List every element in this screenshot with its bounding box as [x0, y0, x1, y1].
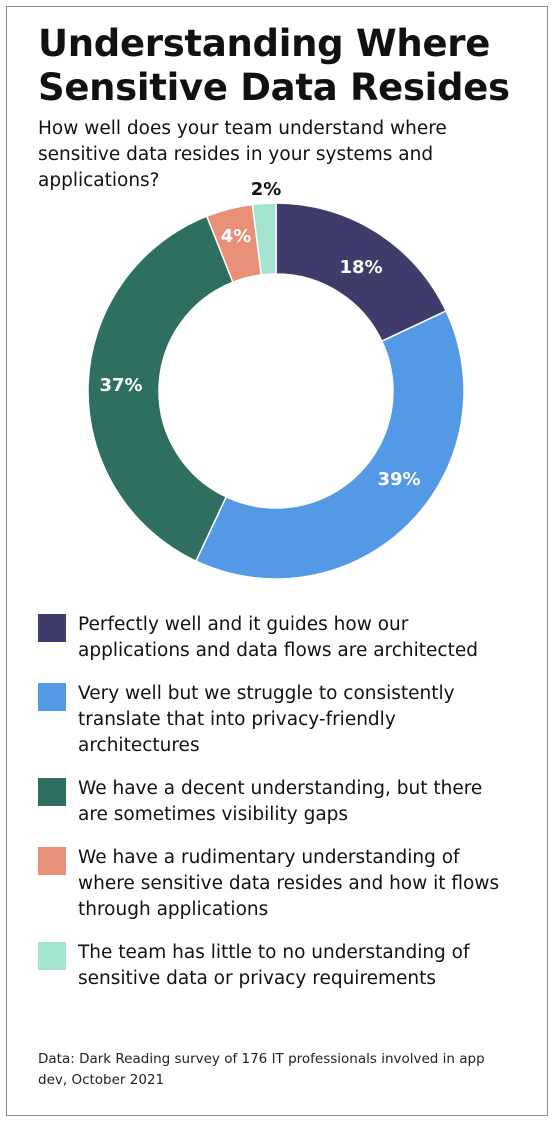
legend-item: We have a decent understanding, but ther… [38, 776, 518, 828]
legend-item: Perfectly well and it guides how our app… [38, 612, 518, 664]
legend-label: Very well but we struggle to consistentl… [78, 683, 455, 756]
chart-title: Understanding Where Sensitive Data Resid… [38, 22, 510, 109]
legend-item: Very well but we struggle to consistentl… [38, 681, 518, 759]
legend-label: We have a rudimentary understanding of w… [78, 847, 500, 920]
donut-slice-3 [87, 215, 234, 563]
chart-frame [6, 6, 548, 1116]
donut-chart: 18% 39% 37% 4% 2% [87, 179, 465, 580]
legend-label: Perfectly well and it guides how our app… [78, 614, 478, 661]
legend-swatch [38, 942, 66, 970]
source-note: Data: Dark Reading survey of 176 IT prof… [38, 1051, 485, 1088]
slice-label-3: 37% [99, 375, 142, 396]
legend-swatch [38, 614, 66, 642]
slice-label-2: 39% [377, 469, 420, 490]
legend-swatch [38, 778, 66, 806]
slice-label-1: 18% [339, 257, 382, 278]
legend-swatch [38, 847, 66, 875]
legend-item: We have a rudimentary understanding of w… [38, 845, 518, 923]
legend-swatch [38, 683, 66, 711]
legend-label: We have a decent understanding, but ther… [78, 778, 483, 825]
legend-item: The team has little to no understanding … [38, 940, 518, 992]
donut-slice-2 [194, 309, 465, 580]
legend-label: The team has little to no understanding … [78, 942, 470, 989]
slice-label-5: 2% [251, 179, 282, 200]
slice-label-4: 4% [221, 226, 252, 247]
donut-slice-5 [251, 202, 277, 276]
chart-subtitle: How well does your team understand where… [38, 118, 447, 191]
legend: Perfectly well and it guides how our app… [38, 612, 518, 992]
